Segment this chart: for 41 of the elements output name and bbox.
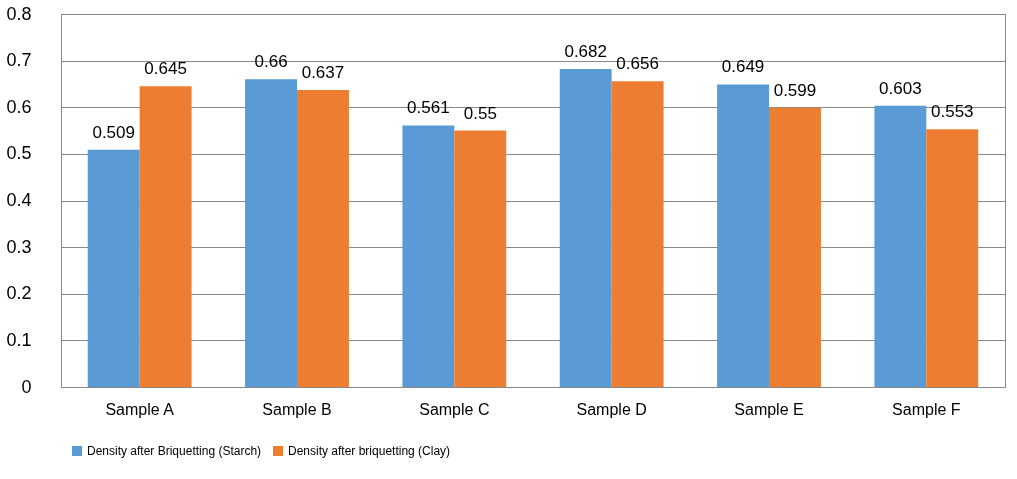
y-tick-label: 0.6: [6, 96, 32, 117]
y-tick-label: 0: [21, 376, 32, 397]
x-tick-label: Sample D: [576, 400, 647, 418]
bar: [559, 69, 612, 387]
bar: [926, 129, 979, 387]
data-label: 0.637: [301, 63, 345, 82]
bar: [139, 86, 192, 387]
data-label: 0.66: [254, 52, 288, 72]
y-tick-label: 0.1: [6, 329, 32, 350]
y-tick-label: 0.5: [6, 143, 32, 164]
data-label: 0.509: [92, 122, 135, 142]
bar: [874, 105, 927, 387]
bar: [245, 79, 297, 387]
legend-label: Density after briquetting (Clay): [288, 444, 451, 458]
x-tick-label: Sample C: [419, 400, 490, 418]
bar: [454, 130, 507, 387]
data-label: 0.649: [721, 57, 765, 77]
data-label: 0.603: [879, 78, 922, 98]
x-tick-label: Sample F: [892, 400, 961, 418]
data-label: 0.682: [564, 42, 607, 62]
y-tick-label: 0.8: [6, 3, 32, 24]
y-tick-label: 0.2: [6, 283, 32, 304]
bar: [717, 84, 769, 387]
data-label: 0.553: [931, 102, 974, 122]
data-label: 0.561: [407, 98, 450, 118]
data-label: 0.645: [144, 59, 187, 79]
bar: [611, 81, 664, 387]
data-label: 0.55: [463, 103, 497, 123]
data-label: 0.599: [773, 80, 817, 100]
data-label: 0.656: [616, 54, 659, 74]
x-tick-label: Sample B: [262, 400, 332, 418]
bar: [769, 107, 821, 387]
y-tick-label: 0.7: [6, 50, 32, 71]
bar: [87, 149, 140, 387]
legend-label: Density after Briquetting (Starch): [87, 444, 262, 458]
y-tick-label: 0.3: [6, 236, 32, 257]
y-tick-label: 0.4: [6, 190, 32, 210]
x-tick-label: Sample E: [734, 400, 804, 418]
bar: [297, 90, 349, 387]
bar: [402, 125, 455, 387]
x-tick-label: Sample A: [105, 400, 175, 418]
